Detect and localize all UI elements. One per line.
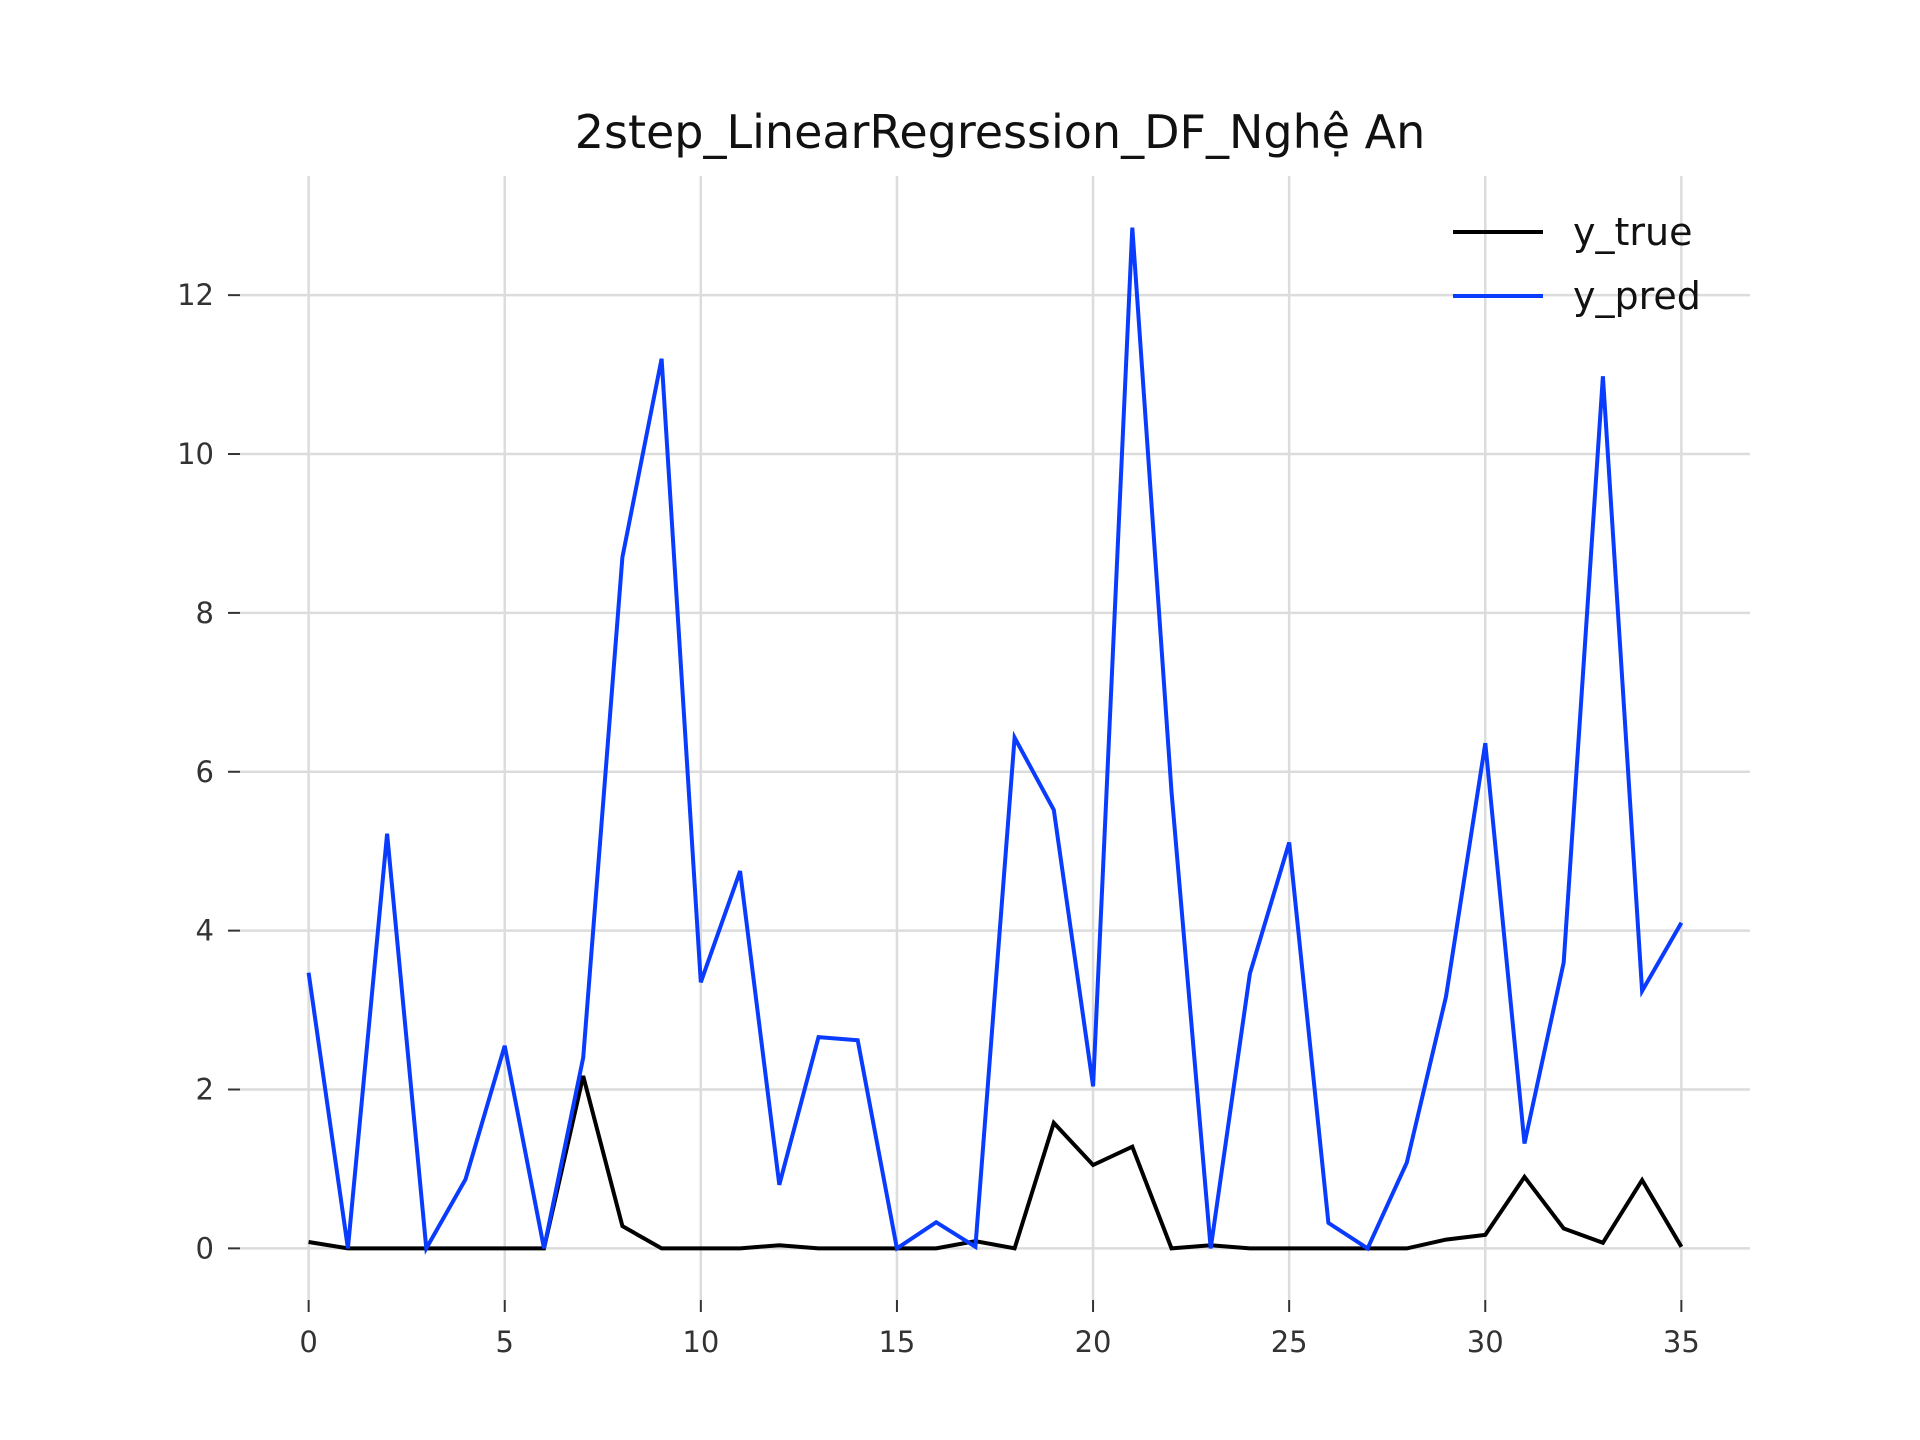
y-tick-label: 10	[177, 437, 214, 471]
x-tick-label: 35	[1663, 1325, 1700, 1359]
y-tick-label: 6	[196, 755, 214, 789]
x-tick-label: 0	[299, 1325, 317, 1359]
legend-label-y-pred: y_pred	[1573, 274, 1701, 318]
x-tick-label: 20	[1075, 1325, 1112, 1359]
chart-title: 2step_LinearRegression_DF_Nghệ An	[575, 105, 1426, 159]
y-tick-label: 0	[196, 1231, 214, 1265]
legend-label-y-true: y_true	[1573, 210, 1692, 254]
x-tick-label: 25	[1271, 1325, 1308, 1359]
x-tick-label: 5	[496, 1325, 514, 1359]
grid	[240, 176, 1750, 1300]
y-tick-label: 4	[196, 914, 214, 948]
series-line-y-true	[308, 1075, 1684, 1251]
legend: y_true y_pred	[1453, 210, 1701, 318]
plot-area	[306, 227, 1684, 1255]
series-line-y-pred	[306, 227, 1684, 1255]
y-tick-label: 12	[177, 278, 214, 312]
axes: 0 5 10 15 20 25 30 35 0 2 4 6 8 10 12	[177, 278, 1700, 1359]
x-tick-label: 30	[1467, 1325, 1504, 1359]
y-tick-label: 2	[196, 1072, 214, 1106]
x-tick-label: 10	[682, 1325, 719, 1359]
y-tick-label: 8	[196, 596, 214, 630]
x-tick-label: 15	[878, 1325, 915, 1359]
